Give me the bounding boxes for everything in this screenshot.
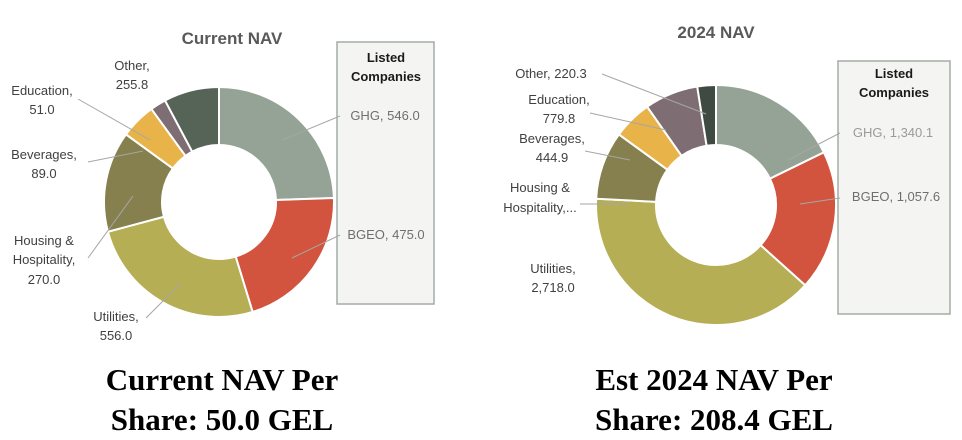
data-label: Other, 220.3 (515, 66, 587, 81)
caption-line: Est 2024 NAV Per (595, 362, 833, 397)
data-label: GHG, 1,340.1 (853, 125, 933, 140)
listed-companies-title: Listed (367, 50, 405, 65)
slice-ghg (218, 85, 335, 202)
leader-line (145, 283, 181, 319)
data-label: Housing & (510, 180, 570, 195)
data-label: BGEO, 475.0 (347, 227, 424, 242)
donut-chart-1: Current NAV Listed Companies GHG, 546.0 BGEO… (11, 29, 435, 343)
data-label: Hospitality, (13, 252, 76, 267)
listed-companies-title: Listed (875, 66, 913, 81)
leader-line (291, 234, 341, 259)
leader-line (87, 195, 134, 259)
slice-other (163, 85, 220, 154)
slice-bgeo (234, 196, 335, 314)
data-label: Education, (528, 92, 589, 107)
data-label: Beverages, (519, 131, 585, 146)
data-label: 51.0 (29, 102, 54, 117)
data-label: BGEO, 1,057.6 (852, 189, 940, 204)
est-2024-nav-per-share-caption: Est 2024 NAV Per Share: 208.4 GEL (544, 360, 884, 440)
leader-line (589, 112, 667, 131)
data-label: 444.9 (536, 150, 569, 165)
listed-companies-title: Companies (351, 69, 421, 84)
data-label: Education, (11, 83, 72, 98)
listed-companies-box (837, 60, 951, 315)
leader-line (77, 98, 151, 141)
data-label: Hospitality,... (503, 200, 576, 215)
chart-title: Current NAV (182, 29, 283, 48)
leader-line (601, 73, 707, 115)
data-label: Housing & (14, 233, 74, 248)
listed-companies-title: Companies (859, 85, 929, 100)
data-label: GHG, 546.0 (350, 108, 419, 123)
leader-line (87, 150, 144, 163)
caption-line: Share: 50.0 GEL (110, 402, 334, 437)
slice-other (696, 83, 717, 147)
data-label: Beverages, (11, 147, 77, 162)
leader-line (787, 132, 841, 161)
data-label: 2,718.0 (531, 280, 574, 295)
data-label: 556.0 (100, 328, 133, 343)
leader-line (799, 197, 841, 205)
donut-chart-2: 2024 NAV Listed Companies GHG, 1,340.1 BGEO,… (503, 23, 951, 326)
data-label: Other, (114, 58, 149, 73)
listed-companies-box (336, 41, 435, 305)
leader-line (281, 115, 341, 141)
data-label: Utilities, (530, 261, 576, 276)
data-label: 89.0 (31, 166, 56, 181)
current-nav-per-share-caption: Current NAV Per Share: 50.0 GEL (52, 360, 392, 440)
data-label: 779.8 (543, 111, 576, 126)
leader-line (584, 150, 631, 161)
slice-utilities (106, 215, 254, 318)
caption-line: Share: 208.4 GEL (595, 402, 833, 437)
data-label: 255.8 (116, 77, 149, 92)
data-label: 270.0 (28, 272, 61, 287)
data-label: Utilities, (93, 309, 139, 324)
chart-title: 2024 NAV (677, 23, 755, 42)
caption-line: Current NAV Per (105, 362, 339, 397)
slice-utilities (595, 197, 807, 326)
